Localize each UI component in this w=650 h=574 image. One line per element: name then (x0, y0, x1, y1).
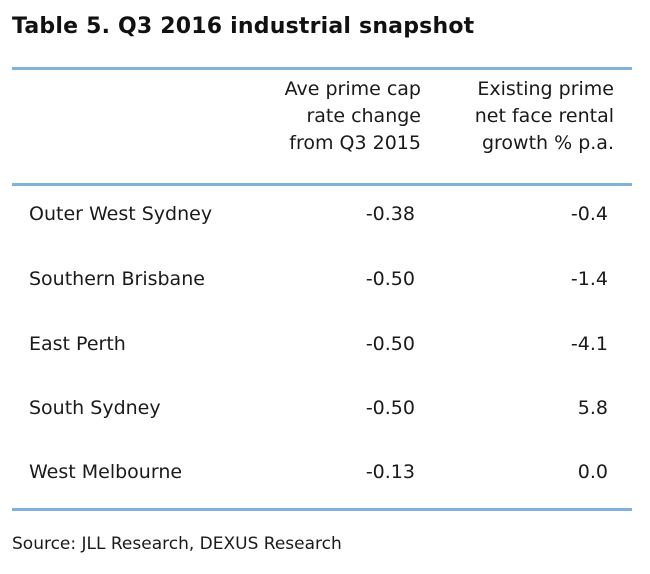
row-cap-rate-change: -0.50 (365, 397, 415, 419)
row-cap-rate-change: -0.50 (365, 333, 415, 355)
header-cap-rate-line-2: rate change (306, 105, 421, 127)
header-cap-rate-line-3: from Q3 2015 (289, 132, 421, 154)
row-cap-rate-change: -0.38 (365, 203, 415, 225)
header-rental-line-1: Existing prime (477, 78, 614, 100)
header-cap-rate-change: Ave prime cap rate change from Q3 2015 (201, 76, 421, 157)
row-region-name: South Sydney (29, 397, 161, 419)
row-region-name: Outer West Sydney (29, 203, 213, 225)
bottom-rule (12, 508, 632, 511)
row-rental-growth: -4.1 (570, 333, 608, 355)
row-rental-growth: 0.0 (577, 461, 608, 483)
row-rental-growth: -1.4 (570, 268, 608, 290)
header-rental-line-3: growth % p.a. (481, 132, 614, 154)
row-rental-growth: -0.4 (570, 203, 608, 225)
header-rental-growth: Existing prime net face rental growth % … (414, 76, 614, 157)
row-region-name: West Melbourne (29, 461, 183, 483)
table-row: Southern Brisbane -0.50 -1.4 (12, 251, 632, 315)
row-region-name: Southern Brisbane (29, 268, 205, 290)
header-rule (12, 183, 632, 186)
row-region-name: East Perth (29, 333, 126, 355)
row-cap-rate-change: -0.13 (365, 461, 415, 483)
source-note: Source: JLL Research, DEXUS Research (12, 534, 342, 554)
table-row: South Sydney -0.50 5.8 (12, 380, 632, 444)
table-title: Table 5. Q3 2016 industrial snapshot (12, 14, 475, 39)
row-rental-growth: 5.8 (577, 397, 608, 419)
header-cap-rate-line-1: Ave prime cap (284, 78, 421, 100)
table-row: East Perth -0.50 -4.1 (12, 316, 632, 380)
table-row: West Melbourne -0.13 0.0 (12, 444, 632, 508)
top-rule (12, 67, 632, 70)
table-row: Outer West Sydney -0.38 -0.4 (12, 186, 632, 250)
row-cap-rate-change: -0.50 (365, 268, 415, 290)
header-rental-line-2: net face rental (474, 105, 614, 127)
